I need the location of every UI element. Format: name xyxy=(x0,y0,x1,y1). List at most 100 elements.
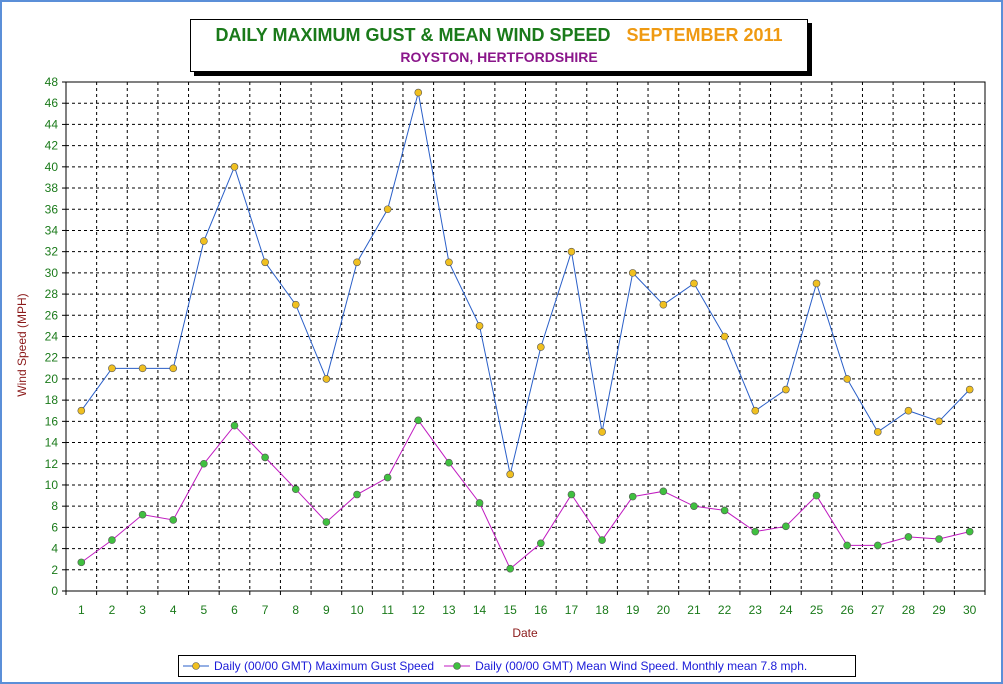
grid-layer xyxy=(65,81,986,592)
data-point-mean xyxy=(628,492,637,501)
legend-swatch-gust xyxy=(183,662,209,670)
y-tick-label: 40 xyxy=(45,160,59,174)
chart-title: DAILY MAXIMUM GUST & MEAN WIND SPEED xyxy=(215,25,611,45)
axis-layer: 0246810121416182022242628303234363840424… xyxy=(45,75,986,617)
data-point-mean xyxy=(353,490,361,499)
y-tick-label: 30 xyxy=(45,266,59,280)
x-tick-label: 8 xyxy=(292,603,299,617)
chart-title-date: SEPTEMBER 2011 xyxy=(626,25,783,45)
data-point-gust xyxy=(169,364,178,373)
data-point-mean xyxy=(383,473,392,482)
y-tick-label: 36 xyxy=(45,202,59,216)
legend-swatch-mean xyxy=(444,662,471,670)
chart-subtitle-location: ROYSTON, HERTFORDSHIRE xyxy=(400,49,598,65)
data-point-mean xyxy=(506,564,514,573)
x-tick-label: 25 xyxy=(810,603,824,617)
title-line: DAILY MAXIMUM GUST & MEAN WIND SPEED SEPT… xyxy=(191,25,807,46)
legend-label-gust: Daily (00/00 GMT) Maximum Gust Speed xyxy=(214,659,435,673)
x-tick-label: 30 xyxy=(963,603,977,617)
data-point-gust xyxy=(659,300,668,309)
y-tick-label: 26 xyxy=(45,308,59,322)
data-point-gust xyxy=(873,428,882,436)
data-point-mean xyxy=(108,536,116,544)
x-tick-label: 10 xyxy=(350,603,364,617)
x-tick-label: 7 xyxy=(262,603,269,617)
x-tick-label: 16 xyxy=(534,603,548,617)
data-point-gust xyxy=(935,417,943,426)
data-point-gust xyxy=(690,279,698,288)
data-point-mean xyxy=(567,490,576,499)
data-point-gust xyxy=(812,279,821,288)
data-point-mean xyxy=(904,533,913,541)
data-point-gust xyxy=(628,269,637,277)
data-point-mean xyxy=(812,491,821,500)
y-tick-label: 16 xyxy=(45,414,59,428)
data-point-gust xyxy=(200,237,208,245)
data-point-mean xyxy=(169,516,178,524)
legend-label-mean: Daily (00/00 GMT) Mean Wind Speed. Month… xyxy=(475,659,808,673)
data-point-mean xyxy=(445,458,453,467)
x-tick-label: 3 xyxy=(139,603,146,617)
y-tick-label: 38 xyxy=(45,181,59,195)
x-tick-label: 4 xyxy=(170,603,177,617)
x-tick-label: 24 xyxy=(779,603,793,617)
x-tick-label: 21 xyxy=(687,603,701,617)
data-point-gust xyxy=(383,205,392,214)
data-point-mean xyxy=(598,536,606,544)
x-tick-label: 5 xyxy=(201,603,208,617)
chart-legend: Daily (00/00 GMT) Maximum Gust Speed Dai… xyxy=(178,655,856,677)
data-point-gust xyxy=(751,406,760,415)
data-point-mean xyxy=(782,522,790,531)
y-tick-label: 12 xyxy=(45,457,59,471)
series-line-mean xyxy=(81,419,970,570)
x-tick-label: 29 xyxy=(932,603,946,617)
data-point-gust xyxy=(475,322,484,330)
data-point-gust xyxy=(843,375,851,383)
x-tick-label: 14 xyxy=(473,603,487,617)
data-point-gust xyxy=(291,300,300,309)
data-point-mean xyxy=(751,527,760,536)
data-point-gust xyxy=(445,258,453,267)
y-tick-label: 0 xyxy=(51,584,58,598)
data-point-mean xyxy=(537,539,545,548)
x-tick-label: 12 xyxy=(412,603,426,617)
y-axis-label: Wind Speed (MPH) xyxy=(15,293,29,396)
x-tick-label: 19 xyxy=(626,603,640,617)
y-tick-label: 18 xyxy=(45,393,59,407)
data-point-mean xyxy=(843,541,851,550)
x-tick-label: 28 xyxy=(902,603,916,617)
x-tick-label: 20 xyxy=(657,603,671,617)
data-point-gust xyxy=(567,247,576,256)
x-tick-label: 2 xyxy=(109,603,116,617)
series-layer xyxy=(77,88,974,573)
y-tick-label: 24 xyxy=(45,330,59,344)
y-tick-label: 32 xyxy=(45,245,59,259)
x-tick-label: 13 xyxy=(442,603,456,617)
y-tick-label: 42 xyxy=(45,139,59,153)
data-point-mean xyxy=(690,502,698,510)
x-tick-label: 22 xyxy=(718,603,732,617)
x-tick-label: 27 xyxy=(871,603,885,617)
data-point-mean xyxy=(322,518,331,526)
x-tick-label: 11 xyxy=(381,603,394,617)
data-point-mean xyxy=(230,421,239,430)
data-point-gust xyxy=(598,428,606,436)
y-tick-label: 28 xyxy=(45,287,59,301)
x-tick-label: 26 xyxy=(840,603,854,617)
data-point-mean xyxy=(720,506,729,515)
x-tick-label: 15 xyxy=(504,603,518,617)
data-point-gust xyxy=(904,406,913,415)
x-tick-label: 1 xyxy=(78,603,85,617)
data-point-mean xyxy=(414,416,423,425)
data-point-gust xyxy=(353,258,361,267)
y-tick-label: 8 xyxy=(51,499,58,513)
x-tick-label: 23 xyxy=(749,603,763,617)
x-tick-label: 6 xyxy=(231,603,238,617)
data-point-mean xyxy=(935,535,943,543)
data-point-mean xyxy=(138,510,147,519)
y-tick-label: 4 xyxy=(51,542,58,556)
data-point-gust xyxy=(138,364,147,373)
data-point-gust xyxy=(414,88,423,97)
data-point-gust xyxy=(261,258,269,267)
